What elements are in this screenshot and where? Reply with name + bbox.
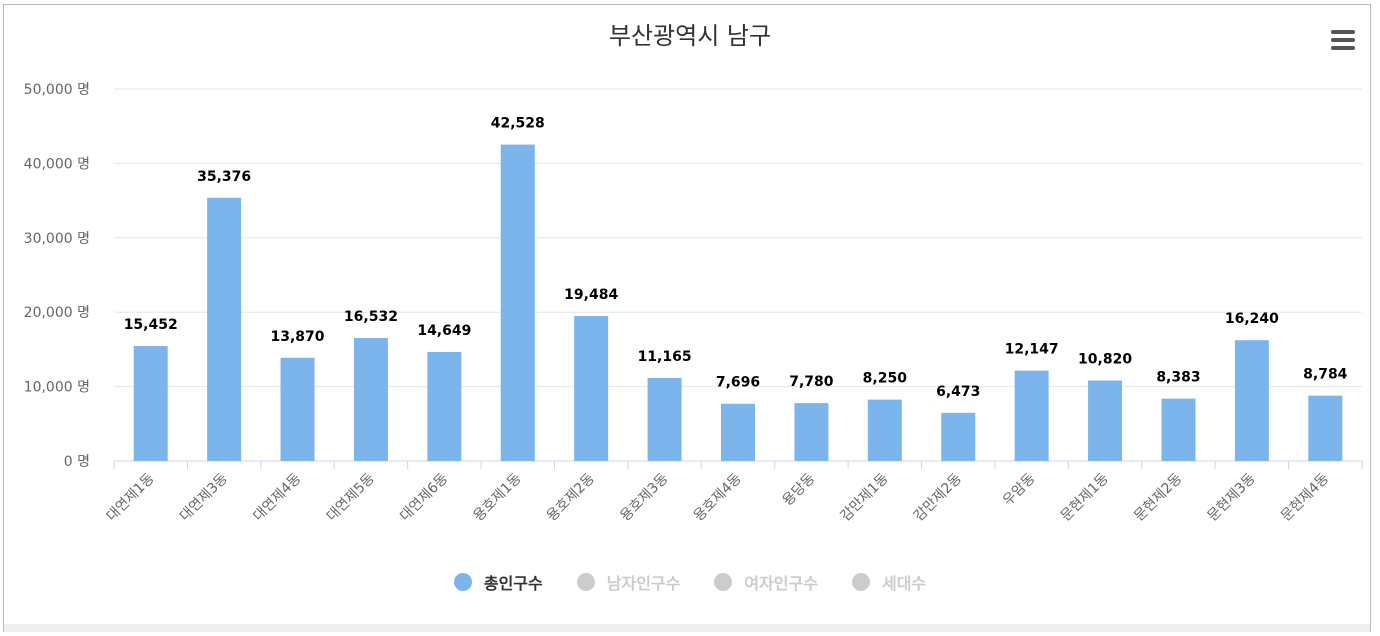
data-label: 15,452 <box>124 317 178 333</box>
data-label: 42,528 <box>491 116 545 132</box>
legend-marker-icon <box>714 573 733 591</box>
data-label: 10,820 <box>1078 351 1132 367</box>
y-tick-label: 20,000 명 <box>24 305 90 321</box>
bar[interactable] <box>500 144 535 461</box>
bar[interactable] <box>647 377 682 461</box>
bar[interactable] <box>207 197 242 462</box>
x-tick-label: 용호제2동 <box>544 470 598 524</box>
legend-item[interactable]: 총인구수 <box>453 570 543 594</box>
legend-label: 남자인구수 <box>606 574 681 593</box>
y-tick-label: 0 명 <box>64 454 90 470</box>
x-tick-label: 용호제1동 <box>471 470 525 524</box>
x-tick-label: 감만제1동 <box>838 470 892 524</box>
data-label: 12,147 <box>1005 342 1059 358</box>
data-label: 8,250 <box>863 371 908 387</box>
bar[interactable] <box>867 399 902 461</box>
y-tick-label: 40,000 명 <box>24 156 90 172</box>
legend-item[interactable]: 세대수 <box>851 570 927 594</box>
x-tick-label: 우암동 <box>1000 470 1039 509</box>
data-label: 6,473 <box>936 384 980 400</box>
bar[interactable] <box>1234 340 1269 461</box>
data-label: 8,784 <box>1303 367 1348 383</box>
legend-item[interactable]: 여자인구수 <box>714 570 818 594</box>
bar[interactable] <box>721 403 755 461</box>
bar[interactable] <box>1308 395 1343 461</box>
bar[interactable] <box>574 316 609 461</box>
chart-title: 부산광역시 남구 <box>608 22 772 50</box>
data-label: 11,165 <box>638 349 692 365</box>
legend-marker-icon <box>851 573 870 591</box>
x-tick-label: 대연제4동 <box>250 470 304 524</box>
x-tick-label: 용당동 <box>780 470 819 509</box>
menu-icon[interactable] <box>1328 28 1358 52</box>
legend-item[interactable]: 남자인구수 <box>576 570 681 594</box>
y-tick-label: 10,000 명 <box>24 380 90 396</box>
legend: 총인구수 남자인구수 여자인구수 세대수 <box>0 570 1380 594</box>
x-tick-label: 문현제1동 <box>1058 470 1112 524</box>
bar[interactable] <box>794 403 829 461</box>
y-tick-label: 30,000 명 <box>24 231 90 247</box>
data-label: 19,484 <box>564 287 618 303</box>
bar[interactable] <box>1014 370 1049 461</box>
x-tick-label: 대연제3동 <box>177 470 231 524</box>
data-label: 16,532 <box>344 309 398 325</box>
data-label: 7,780 <box>789 374 834 390</box>
bottom-strip <box>4 624 1370 632</box>
data-label: 35,376 <box>197 169 251 185</box>
bar[interactable] <box>941 412 976 461</box>
data-label: 8,383 <box>1156 370 1200 386</box>
x-tick-label: 감만제2동 <box>911 470 965 524</box>
bar[interactable] <box>427 352 462 461</box>
bar[interactable] <box>1161 398 1196 461</box>
x-tick-label: 문현제2동 <box>1131 470 1185 524</box>
legend-marker-icon <box>453 573 472 591</box>
bar[interactable] <box>1088 380 1123 461</box>
legend-label: 총인구수 <box>483 574 543 593</box>
legend-marker-icon <box>576 573 595 591</box>
legend-label: 여자인구수 <box>744 574 818 593</box>
x-tick-label: 대연제6동 <box>397 470 451 524</box>
bar[interactable] <box>353 338 388 461</box>
x-tick-label: 용호제4동 <box>691 470 745 524</box>
x-tick-label: 용호제3동 <box>617 470 671 524</box>
x-tick-label: 문현제3동 <box>1205 470 1259 524</box>
data-label: 14,649 <box>417 323 471 339</box>
x-tick-label: 대연제5동 <box>324 470 378 524</box>
data-label: 7,696 <box>716 375 760 391</box>
x-tick-label: 문현제4동 <box>1278 470 1332 524</box>
bar[interactable] <box>133 346 168 461</box>
legend-label: 세대수 <box>881 574 927 593</box>
x-tick-label: 대연제1동 <box>103 470 157 524</box>
data-label: 16,240 <box>1225 311 1279 327</box>
data-label: 13,870 <box>271 329 325 345</box>
y-tick-label: 50,000 명 <box>24 82 90 98</box>
bar[interactable] <box>280 357 315 461</box>
